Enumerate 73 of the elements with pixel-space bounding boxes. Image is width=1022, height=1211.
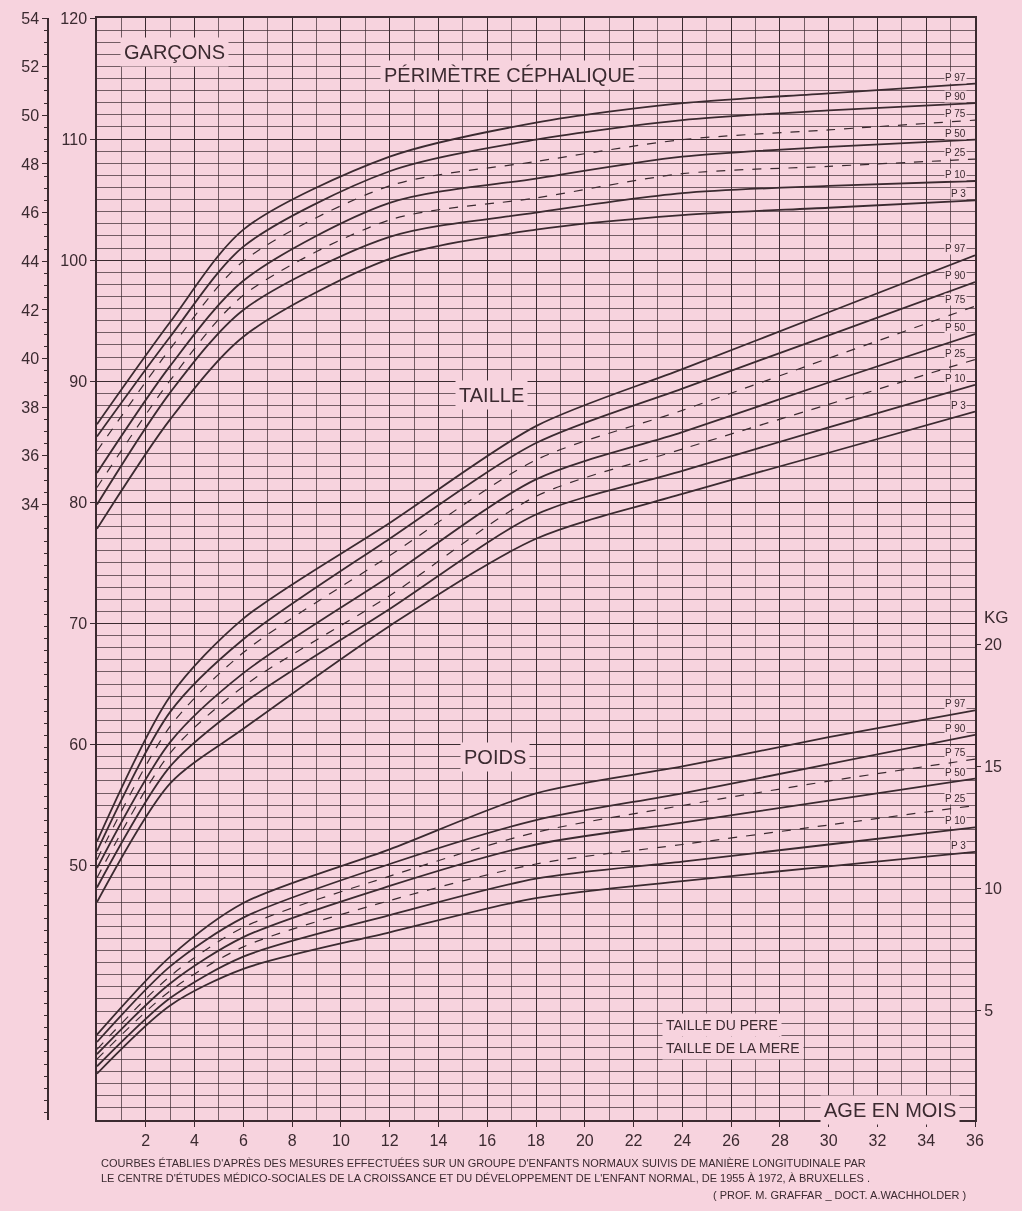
y-tick-label: 100 <box>60 251 88 269</box>
x-tick-label: 30 <box>819 1131 838 1149</box>
y2-tick-label: 36 <box>21 447 40 465</box>
x-tick-label: 6 <box>238 1131 248 1149</box>
x-tick-label: 10 <box>331 1131 350 1149</box>
y2-tick-label: 44 <box>21 252 40 270</box>
series-label: P 3 <box>951 840 967 851</box>
y-tick-label: 50 <box>69 857 88 875</box>
text: ( PROF. M. GRAFFAR _ DOCT. A.WACHHOLDER ) <box>713 1189 967 1201</box>
y-tick-label: 70 <box>69 615 88 633</box>
annotation: PÉRIMÈTRE CÉPHALIQUE <box>384 64 636 86</box>
x-tick-label: 14 <box>429 1131 448 1149</box>
y2-tick-label: 52 <box>21 58 40 76</box>
y3-tick-label: 10 <box>984 879 1003 897</box>
x-tick-label: 16 <box>478 1131 497 1149</box>
y2-tick-label: 38 <box>21 398 40 416</box>
x-tick-label: 8 <box>287 1131 297 1149</box>
series-label: P 75 <box>945 747 966 758</box>
x-tick-label: 4 <box>190 1131 200 1149</box>
y3-tick-label: 15 <box>984 758 1003 776</box>
series-label: P 90 <box>945 723 966 734</box>
y-tick-label: 120 <box>60 9 88 27</box>
y-tick-label: 90 <box>69 372 88 390</box>
annotation: TAILLE <box>459 384 525 406</box>
series-label: P 10 <box>945 169 966 180</box>
y-tick-label: 60 <box>69 736 88 754</box>
x-axis-title: AGE EN MOIS <box>824 1099 957 1121</box>
series-label: P 10 <box>945 373 966 384</box>
series-label: P 25 <box>945 147 966 158</box>
annotation: TAILLE DU PERE <box>666 1017 778 1033</box>
annotation: POIDS <box>464 746 527 768</box>
series-label: P 50 <box>945 322 966 333</box>
y2-tick-label: 46 <box>21 204 40 222</box>
text: LE CENTRE D'ÉTUDES MÉDICO-SOCIALES DE LA CROISSANCE ET DU DÉVELOPPEMENT DE L'ENFANT NORMAL, DE 1955 À 1972, À BRUXELLES . <box>101 1172 870 1184</box>
y2-tick-label: 42 <box>21 301 40 319</box>
y2-tick-label: 50 <box>21 106 40 124</box>
series-label: P 75 <box>945 108 966 119</box>
y3-tick-label: 20 <box>984 636 1003 654</box>
y2-tick-label: 48 <box>21 155 40 173</box>
series-label: P 50 <box>945 767 966 778</box>
y-tick-label: 80 <box>69 494 88 511</box>
y2-tick-label: 34 <box>21 496 40 514</box>
x-tick-label: 18 <box>527 1131 545 1149</box>
series-label: P 75 <box>945 294 966 305</box>
series-label: P 90 <box>945 91 966 102</box>
x-tick-label: 20 <box>575 1131 594 1149</box>
series-label: P 97 <box>945 698 966 709</box>
x-tick-label: 36 <box>966 1131 984 1149</box>
y2-tick-label: 40 <box>21 350 40 368</box>
series-label: P 25 <box>945 348 966 359</box>
series-label: P 90 <box>945 270 966 281</box>
series-label: P 25 <box>945 793 966 804</box>
x-tick-label: 12 <box>380 1131 399 1149</box>
x-tick-label: 2 <box>141 1131 151 1149</box>
series-label: P 50 <box>945 128 966 139</box>
y2-tick-label: 54 <box>21 9 40 27</box>
series-label: P 3 <box>951 188 967 199</box>
series-label: P 97 <box>945 72 966 83</box>
y-tick-label: 110 <box>61 130 88 148</box>
text: GARÇONS <box>124 41 226 63</box>
series-label: P 97 <box>945 243 966 254</box>
x-tick-label: 26 <box>722 1131 741 1149</box>
series-label: P 10 <box>945 815 966 826</box>
series-label: P 3 <box>951 400 967 411</box>
x-tick-label: 22 <box>624 1131 643 1149</box>
x-tick-label: 24 <box>673 1131 692 1149</box>
x-tick-label: 34 <box>917 1131 936 1149</box>
x-tick-label: 28 <box>770 1131 789 1149</box>
y3-axis-title: KG <box>984 608 1009 627</box>
annotation: TAILLE DE LA MERE <box>666 1040 800 1056</box>
y3-tick-label: 5 <box>984 1001 994 1019</box>
text: COURBES ÉTABLIES D'APRÈS DES MESURES EFFECTUÉES SUR UN GROUPE D'ENFANTS NORMAUX SUIVIS DE MANIÈRE LONGITUDINALE PAR <box>101 1157 866 1169</box>
x-tick-label: 32 <box>868 1131 887 1149</box>
